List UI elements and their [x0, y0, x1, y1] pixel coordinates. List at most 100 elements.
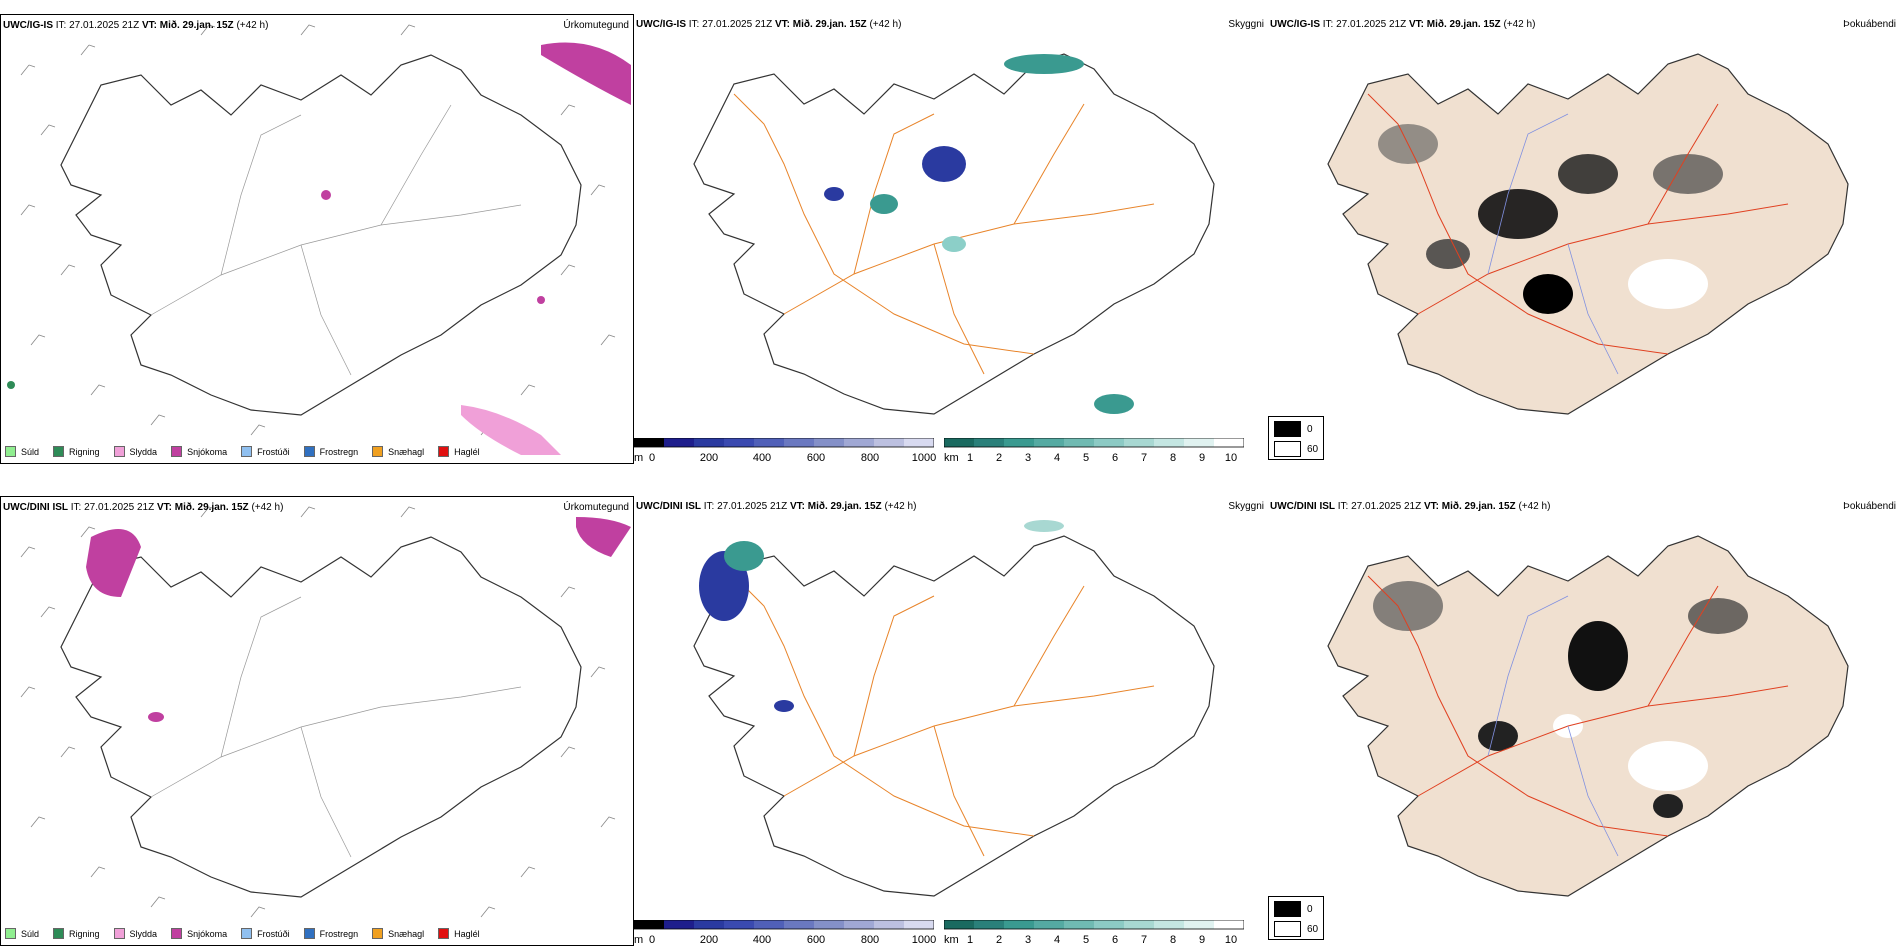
fog-panel-dini: UWC/DINI ISL IT: 27.01.2025 21Z VT: Mið.… — [1268, 496, 1900, 946]
legend-item: Frostregn — [303, 928, 358, 939]
visibility-colorbar-km: km 1 2 3 4 5 6 7 8 9 10 — [944, 438, 1244, 464]
colorbar-unit: m — [634, 452, 644, 464]
panel-header: UWC/DINI ISL IT: 27.01.2025 21Z VT: Mið.… — [1270, 501, 1551, 512]
legend-item: Snjókoma — [171, 446, 227, 457]
legend-swatch — [303, 446, 315, 457]
precip-type-panel-igis: UWC/IG-IS IT: 27.01.2025 21Z VT: Mið. 29… — [0, 14, 634, 464]
legend-item: Haglél — [438, 928, 480, 939]
legend-swatch — [171, 446, 183, 457]
fog-swatch-white — [1274, 441, 1301, 457]
legend-item: Snæhagl — [372, 928, 424, 939]
legend-item: Slydda — [113, 928, 157, 939]
rivers — [1487, 595, 1619, 857]
fog-swatch-black — [1274, 421, 1301, 437]
wind-barbs — [20, 506, 616, 918]
iceland-map — [693, 520, 1215, 897]
low-visibility-areas — [824, 54, 1134, 414]
roads — [1367, 575, 1789, 837]
legend-item: Snjókoma — [171, 928, 227, 939]
rivers — [1487, 113, 1619, 375]
panel-header: UWC/IG-IS IT: 27.01.2025 21Z VT: Mið. 29… — [636, 19, 902, 30]
colorbar-km-strip — [944, 438, 1244, 448]
legend-swatch — [5, 446, 16, 457]
fog-legend-low: 60 — [1274, 921, 1318, 937]
legend-item: Slydda — [113, 446, 157, 457]
roads — [733, 575, 1155, 857]
snow-spot — [321, 190, 331, 200]
legend-item: Haglél — [438, 446, 480, 457]
wind-barbs — [20, 24, 616, 436]
panel-header: UWC/DINI ISL IT: 27.01.2025 21Z VT: Mið.… — [3, 502, 284, 513]
roads — [733, 93, 1155, 375]
iceland-map — [1327, 53, 1849, 415]
legend-item: Rigning — [53, 446, 100, 457]
colorbar-m-strip — [634, 438, 934, 448]
panel-title: Úrkomutegund — [563, 20, 629, 31]
visibility-colorbar-m: m 0 200 400 600 800 1000 — [634, 920, 936, 946]
fog-indicator-areas — [1373, 581, 1748, 818]
roads — [1367, 93, 1789, 355]
fog-swatch-black — [1274, 901, 1301, 917]
panel-title: Þokuábendi — [1843, 501, 1896, 512]
precip-legend: Súld Rigning Slydda Snjókoma Frostúði Fr… — [5, 446, 480, 457]
iceland-outline — [693, 53, 1215, 415]
iceland-land — [1327, 53, 1849, 415]
snow-area — [541, 42, 631, 105]
panel-title: Úrkomutegund — [563, 502, 629, 513]
panel-header: UWC/DINI ISL IT: 27.01.2025 21Z VT: Mið.… — [636, 501, 917, 512]
visibility-colorbar-m: m 0 200 400 600 800 1000 — [634, 438, 936, 464]
colorbar-unit: km — [944, 452, 959, 464]
fog-panel-igis: UWC/IG-IS IT: 27.01.2025 21Z VT: Mið. 29… — [1268, 14, 1900, 464]
colorbar-km-strip — [944, 920, 1244, 930]
sleet-area — [461, 405, 561, 455]
precip-legend: Súld Rigning Slydda Snjókoma Frostúði Fr… — [5, 928, 480, 939]
legend-swatch — [171, 928, 183, 939]
precip-type-panel-dini: UWC/DINI ISL IT: 27.01.2025 21Z VT: Mið.… — [0, 496, 634, 946]
fog-legend-low: 60 — [1274, 441, 1318, 457]
colorbar-unit: km — [944, 934, 959, 946]
legend-swatch — [113, 928, 125, 939]
panel-title: Þokuábendi — [1843, 19, 1896, 30]
snow-spot — [148, 712, 164, 722]
iceland-outline — [60, 54, 582, 416]
legend-swatch — [303, 928, 315, 939]
fog-legend: 0 60 — [1268, 416, 1324, 460]
rain-spot — [7, 381, 15, 389]
legend-swatch — [53, 928, 65, 939]
iceland-outline — [60, 536, 582, 898]
visibility-panel-igis: UWC/IG-IS IT: 27.01.2025 21Z VT: Mið. 29… — [634, 14, 1268, 464]
snow-area — [86, 529, 141, 597]
snow-area — [576, 517, 631, 557]
visibility-colorbar-km: km 1 2 3 4 5 6 7 8 9 10 — [944, 920, 1244, 946]
legend-swatch — [372, 928, 384, 939]
colorbar-m-strip — [634, 920, 934, 930]
legend-swatch — [5, 928, 16, 939]
legend-swatch — [372, 446, 384, 457]
legend-item: Frostregn — [303, 446, 358, 457]
iceland-map — [693, 53, 1215, 415]
iceland-outline — [693, 535, 1215, 897]
legend-swatch — [113, 446, 125, 457]
fog-legend-high: 0 — [1274, 901, 1313, 917]
panel-title: Skyggni — [1228, 501, 1264, 512]
panel-title: Skyggni — [1228, 19, 1264, 30]
legend-item: Súld — [5, 446, 39, 457]
low-visibility-areas — [699, 520, 1064, 712]
snow-spot — [537, 296, 545, 304]
legend-swatch — [241, 446, 253, 457]
panel-header: UWC/IG-IS IT: 27.01.2025 21Z VT: Mið. 29… — [1270, 19, 1536, 30]
legend-item: Frostúði — [241, 446, 290, 457]
colorbar-unit: m — [634, 934, 644, 946]
legend-item: Snæhagl — [372, 446, 424, 457]
roads — [150, 104, 522, 376]
legend-item: Frostúði — [241, 928, 290, 939]
legend-item: Súld — [5, 928, 39, 939]
iceland-map — [20, 506, 631, 918]
legend-swatch — [438, 446, 450, 457]
fog-swatch-white — [1274, 921, 1301, 937]
legend-swatch — [438, 928, 450, 939]
fog-legend: 0 60 — [1268, 896, 1324, 940]
fog-legend-high: 0 — [1274, 421, 1313, 437]
iceland-map — [1327, 535, 1849, 897]
legend-swatch — [53, 446, 65, 457]
